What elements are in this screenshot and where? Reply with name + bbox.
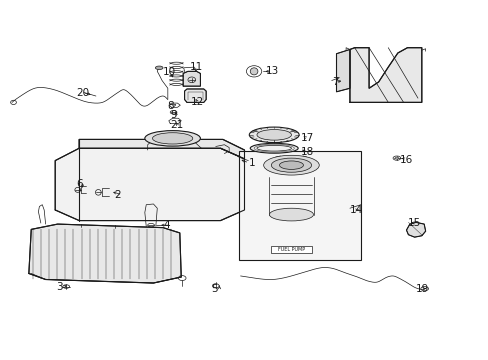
Text: 7: 7 <box>331 77 338 87</box>
Polygon shape <box>336 49 349 92</box>
Ellipse shape <box>271 158 311 172</box>
Text: 14: 14 <box>349 205 363 215</box>
Ellipse shape <box>263 155 319 175</box>
Text: 20: 20 <box>76 87 89 98</box>
Ellipse shape <box>250 143 298 153</box>
Ellipse shape <box>155 66 163 69</box>
Polygon shape <box>183 71 200 86</box>
Text: 10: 10 <box>163 67 176 77</box>
Text: 2: 2 <box>114 190 121 200</box>
Text: 17: 17 <box>301 133 314 143</box>
Text: 13: 13 <box>265 66 279 76</box>
FancyBboxPatch shape <box>270 246 311 253</box>
Text: 16: 16 <box>399 154 413 165</box>
Text: FUEL PUMP: FUEL PUMP <box>277 247 305 252</box>
Ellipse shape <box>152 133 192 144</box>
Text: 9: 9 <box>170 110 177 120</box>
Text: 21: 21 <box>170 120 183 130</box>
Text: 15: 15 <box>407 218 420 228</box>
Text: 3: 3 <box>57 282 63 292</box>
Ellipse shape <box>279 161 303 170</box>
Ellipse shape <box>249 127 299 143</box>
Ellipse shape <box>269 208 313 221</box>
Polygon shape <box>79 139 244 159</box>
Ellipse shape <box>144 131 200 146</box>
Text: 8: 8 <box>166 101 173 111</box>
Polygon shape <box>55 148 244 221</box>
Ellipse shape <box>250 68 257 75</box>
Text: 4: 4 <box>163 220 169 230</box>
Text: 12: 12 <box>190 98 203 107</box>
Polygon shape <box>349 48 421 102</box>
Text: 11: 11 <box>189 62 202 72</box>
Polygon shape <box>406 222 425 237</box>
Polygon shape <box>29 224 181 283</box>
Polygon shape <box>184 89 206 102</box>
Ellipse shape <box>256 130 291 140</box>
Text: 18: 18 <box>301 148 314 157</box>
Ellipse shape <box>394 157 398 159</box>
Text: 5: 5 <box>210 284 217 294</box>
Text: 6: 6 <box>76 179 82 189</box>
Text: 19: 19 <box>415 284 428 294</box>
Text: 1: 1 <box>249 158 255 168</box>
FancyBboxPatch shape <box>238 151 360 260</box>
Ellipse shape <box>256 145 291 151</box>
